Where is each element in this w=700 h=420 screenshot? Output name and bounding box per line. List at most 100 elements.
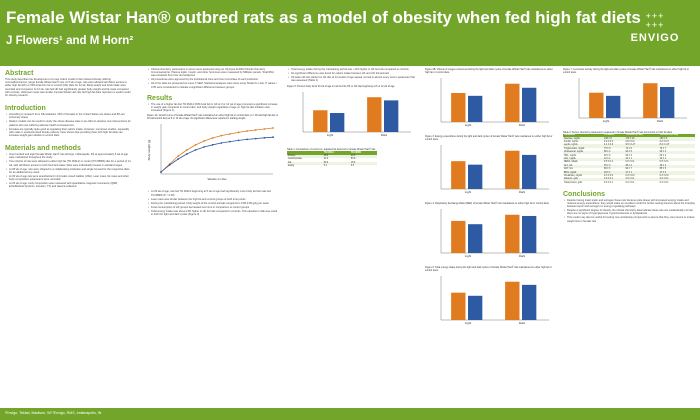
series-line xyxy=(160,128,274,173)
figure-5-caption: Figure 5: Percent body fat at 33 wk of a… xyxy=(287,85,396,89)
table-cell: 3.9 ± 0.1 xyxy=(603,178,625,182)
results-list-2: Total energy intake during the maintaini… xyxy=(287,68,419,82)
bar xyxy=(589,92,604,118)
table-cell: Total protein, g/dL xyxy=(564,181,583,184)
table-cell: 0.3 ± 0.0 xyxy=(659,174,669,177)
table-cell: 163 ± 6 xyxy=(658,137,695,141)
data-point xyxy=(254,138,257,140)
table-cell: 92 ± 7 xyxy=(625,168,632,171)
poster-authors: J Flowers¹ and M Horn² xyxy=(6,35,134,47)
figure-3-caption: Figure 3: Energy expenditure during the … xyxy=(425,135,553,141)
data-point xyxy=(272,127,274,130)
conclusions-heading: Conclusions xyxy=(563,190,606,198)
list-item: No significant difference was found for … xyxy=(288,72,419,75)
figure-4-bar-chart: Light Dark xyxy=(440,209,549,258)
bar xyxy=(468,164,483,189)
category-label: Light xyxy=(603,119,610,123)
table-cell: AST, U/L xyxy=(564,168,574,171)
table-cell: 17 ± 1 xyxy=(658,171,695,175)
table-cell: 0.6 ± 0.1 xyxy=(625,161,635,164)
table-cell: 0.3 ± 0.0 xyxy=(625,174,635,177)
table-cell: 63.9 xyxy=(350,158,356,161)
table-cell: Creatinine, mg/dL xyxy=(564,174,583,177)
figure-7-bar-chart: Light Dark xyxy=(578,78,687,123)
list-item: At 33 wk of age, body composition was me… xyxy=(6,182,133,188)
figure-2-bar-chart: Light Dark xyxy=(440,78,549,127)
data-point xyxy=(246,138,249,141)
diet-composition-table: TD.06414 TD.08806 Protein 18.3 20.5 Carbohydr… xyxy=(287,151,377,168)
table-cell: Triglycerides, mg/dL xyxy=(564,147,585,150)
logo-plus-icon: +++ +++ xyxy=(645,11,665,30)
list-item: This model may also be useful for testin… xyxy=(564,216,695,222)
table-cell: 6.3 ± 0.1 xyxy=(659,181,669,184)
table-cell: 0.3 ± 0.0 xyxy=(604,174,613,177)
figure-4-caption: Figure 4: Respiratory Exchange Ratio (RE… xyxy=(425,202,550,205)
table-cell: 92 ± 5 xyxy=(624,150,659,155)
figure-6-caption: Figure 6: Total energy intake during the… xyxy=(425,266,552,272)
table-cell: LDL, mg/dL xyxy=(563,157,604,162)
table-cell: 168 ± 9 xyxy=(603,137,625,141)
table-row: Creatinine, mg/dL 0.3 ± 0.0 0.3 ± 0.0 0.3 ±… xyxy=(563,175,695,178)
data-point xyxy=(263,128,266,131)
data-point xyxy=(160,171,162,174)
table-cell: 85 ± 5 xyxy=(659,168,666,171)
category-label: Light xyxy=(465,254,472,258)
table-cell: 4.1 ± 0.6 xyxy=(603,144,625,148)
x-axis-label: Weeks on diet xyxy=(208,177,227,181)
category-label: Dark xyxy=(381,133,388,137)
bar xyxy=(384,100,399,133)
table-cell: 88 ± 6 xyxy=(604,168,611,171)
table-cell: NEFA, mEq/L xyxy=(564,161,578,164)
figure-6-bar-chart: Light Dark xyxy=(440,276,549,325)
table-cell: 38 ± 4 xyxy=(624,164,659,168)
series-line xyxy=(160,137,274,173)
bar xyxy=(505,214,520,253)
data-point xyxy=(272,136,274,139)
list-item: Rodent models can be useful to study the… xyxy=(6,120,133,126)
table-row: Insulin, ng/mL 2.0 ± 0.3 2.8 ± 0.4 2.2 ± 0.… xyxy=(563,141,695,144)
bar xyxy=(643,83,658,118)
table-cell: 35 ± 3 xyxy=(603,164,625,168)
table-cell: 2.2 ± 0.3 xyxy=(659,141,669,144)
table-row: kcal/g 5.1 3.6 xyxy=(287,165,377,168)
data-point xyxy=(194,149,197,152)
column-2: Clinical chemistry parameters in serum w… xyxy=(147,68,279,217)
table-cell: 88 ± 4 xyxy=(603,150,625,155)
table-cell: 63 ± 3 xyxy=(625,154,632,157)
bar xyxy=(367,97,382,133)
bar xyxy=(468,224,483,253)
results-list: At 33 wk of age, rats fed TD.06414 begin… xyxy=(147,190,279,216)
list-item: Total energy intake was about 13% higher… xyxy=(148,210,279,216)
data-point xyxy=(185,153,188,156)
data-point xyxy=(246,130,249,133)
list-item: The use of a higher fat diet TD.06414 (6… xyxy=(148,103,279,113)
bar xyxy=(522,215,537,253)
table-cell: 3.9 ± 0.1 xyxy=(658,178,695,182)
methods-heading: Materials and methods xyxy=(5,145,81,153)
data-point xyxy=(168,164,171,167)
table-row: Cholesterol, mg/dL 88 ± 4 92 ± 5 90 ± 4 xyxy=(563,150,695,155)
table-row: NEFA, mEq/L 0.5 ± 0.1 0.6 ± 0.1 0.5 ± 0.1 xyxy=(563,161,695,164)
envigo-logo: +++ +++ ENVIGO xyxy=(620,12,690,56)
list-item: Females are typically quite good at regu… xyxy=(6,128,133,138)
table-cell: 36 ± 3 xyxy=(658,164,695,168)
table-row: Protein 18.3 20.5 xyxy=(287,154,377,159)
methods-continued: Clinical chemistry parameters in serum w… xyxy=(147,68,279,89)
bar xyxy=(505,281,520,320)
data-point xyxy=(229,133,231,136)
bar xyxy=(660,87,675,118)
table-cell: Cholesterol, mg/dL xyxy=(563,150,604,155)
conclusions-list: Despite having intact leptin and estroge… xyxy=(563,199,695,223)
list-item: During the maintaining period, body weig… xyxy=(148,202,279,205)
table-row: Glucose, mg/dL 168 ± 9 179 ± 10 163 ± 6 xyxy=(563,137,695,141)
abstract-heading: Abstract xyxy=(5,70,34,77)
methods-list: One hundred and eight female Wistar Han®… xyxy=(5,153,133,188)
figure-3-bar-chart: Light Dark xyxy=(440,145,549,194)
table-cell: 75 ± 8 xyxy=(604,147,611,150)
table-cell: 21.4 xyxy=(323,158,329,161)
results-intro: The use of a higher fat diet TD.06414 (6… xyxy=(147,103,279,113)
category-label: Light xyxy=(327,133,334,137)
data-point xyxy=(185,149,188,152)
bar xyxy=(468,295,483,320)
bar xyxy=(522,87,537,122)
